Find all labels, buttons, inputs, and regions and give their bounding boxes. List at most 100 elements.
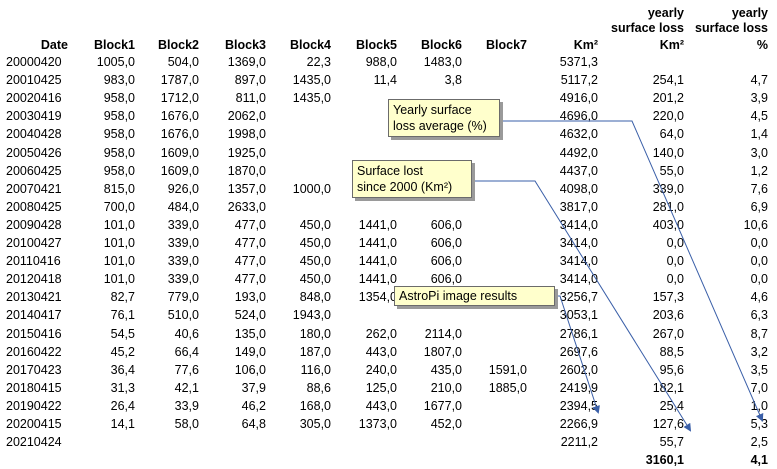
table-cell-r12-c3: 477,0 — [234, 272, 266, 286]
table-cell-r12-c10: 0,0 — [750, 272, 768, 286]
table-cell-r19-c3: 46,2 — [241, 399, 266, 413]
table-cell-r8-c9: 281,0 — [652, 200, 684, 214]
table-cell-r0-c1: 1005,0 — [96, 55, 135, 69]
table-cell-r4-c2: 1676,0 — [160, 127, 199, 141]
table-cell-r19-c5: 443,0 — [365, 399, 397, 413]
table-cell-r5-c3: 1925,0 — [227, 146, 266, 160]
table-cell-r12-c1: 101,0 — [103, 272, 135, 286]
table-cell-r17-c0: 20170423 — [6, 363, 62, 377]
table-cell-r9-c5: 1441,0 — [358, 218, 397, 232]
table-cell-r1-c3: 897,0 — [234, 73, 266, 87]
table-cell-r18-c0: 20180415 — [6, 381, 62, 395]
callout-surface-lost: Surface lost since 2000 (Km²) — [352, 160, 472, 198]
table-cell-r13-c9: 157,3 — [652, 290, 684, 304]
table-cell-r17-c5: 240,0 — [365, 363, 397, 377]
table-cell-r8-c3: 2633,0 — [227, 200, 266, 214]
table-cell-r16-c3: 149,0 — [234, 345, 266, 359]
table-cell-r11-c9: 0,0 — [666, 254, 684, 268]
table-cell-r6-c1: 958,0 — [103, 164, 135, 178]
table-cell-r21-c0: 20210424 — [6, 435, 62, 449]
table-cell-r16-c6: 1807,0 — [423, 345, 462, 359]
table-cell-r10-c2: 339,0 — [167, 236, 199, 250]
header-block7: Block7 — [486, 38, 527, 52]
table-cell-r2-c1: 958,0 — [103, 91, 135, 105]
table-cell-r3-c3: 2062,0 — [227, 109, 266, 123]
table-cell-r10-c3: 477,0 — [234, 236, 266, 250]
table-cell-r15-c1: 54,5 — [110, 327, 135, 341]
table-cell-r15-c4: 180,0 — [299, 327, 331, 341]
table-cell-r15-c0: 20150416 — [6, 327, 62, 341]
table-cell-r17-c9: 95,6 — [659, 363, 684, 377]
table-cell-r0-c5: 988,0 — [365, 55, 397, 69]
table-cell-r19-c4: 168,0 — [299, 399, 331, 413]
table-cell-r5-c1: 958,0 — [103, 146, 135, 160]
table-cell-r0-c4: 22,3 — [306, 55, 331, 69]
table-cell-r20-c8: 2266,9 — [559, 417, 598, 431]
table-cell-r13-c10: 4,6 — [750, 290, 768, 304]
table-cell-r12-c4: 450,0 — [299, 272, 331, 286]
table-cell-r20-c5: 1373,0 — [358, 417, 397, 431]
callout-surface-lost-line1: Surface lost — [357, 164, 424, 178]
table-cell-r15-c3: 135,0 — [234, 327, 266, 341]
arrow-yearly-avg — [500, 120, 764, 422]
table-cell-r10-c10: 0,0 — [750, 236, 768, 250]
callout-yearly-avg-line1: Yearly surface — [393, 103, 472, 117]
table-cell-r2-c9: 201,2 — [652, 91, 684, 105]
table-cell-r15-c6: 2114,0 — [424, 327, 462, 341]
header-yearly_km2: Km² — [659, 38, 684, 52]
table-cell-r16-c0: 20160422 — [6, 345, 62, 359]
table-cell-r21-c8: 2211,2 — [560, 435, 598, 449]
arrow-surface-lost — [472, 180, 692, 432]
table-cell-r0-c2: 504,0 — [167, 55, 199, 69]
table-cell-r5-c9: 140,0 — [652, 146, 684, 160]
table-cell-r14-c10: 6,3 — [750, 308, 768, 322]
table-cell-r7-c2: 926,0 — [167, 182, 199, 196]
table-cell-r17-c8: 2602,0 — [559, 363, 598, 377]
table-cell-r12-c5: 1441,0 — [358, 272, 397, 286]
table-cell-r1-c4: 1435,0 — [292, 73, 331, 87]
table-cell-r0-c6: 1483,0 — [423, 55, 462, 69]
table-cell-r17-c1: 36,4 — [110, 363, 135, 377]
table-cell-r11-c1: 101,0 — [103, 254, 135, 268]
table-cell-r19-c8: 2394,5 — [559, 399, 598, 413]
table-cell-r3-c2: 1676,0 — [160, 109, 199, 123]
header-block4: Block4 — [290, 38, 331, 52]
table-cell-r7-c4: 1000,0 — [292, 182, 331, 196]
table-cell-r9-c8: 3414,0 — [559, 218, 598, 232]
table-cell-r0-c0: 20000420 — [6, 55, 62, 69]
table-cell-r11-c3: 477,0 — [234, 254, 266, 268]
header-date: Date — [40, 38, 68, 52]
table-cell-r9-c1: 101,0 — [103, 218, 135, 232]
table-cell-r19-c9: 25,4 — [659, 399, 684, 413]
table-cell-r7-c0: 20070421 — [6, 182, 62, 196]
table-cell-r7-c1: 815,0 — [103, 182, 135, 196]
table-cell-r12-c9: 0,0 — [666, 272, 684, 286]
table-cell-r3-c8: 4696,0 — [559, 109, 598, 123]
table-cell-r5-c0: 20050426 — [6, 146, 62, 160]
table-cell-r19-c2: 33,9 — [174, 399, 199, 413]
callout-yearly-avg: Yearly surface loss average (%) — [388, 99, 500, 137]
table-cell-r5-c2: 1609,0 — [160, 146, 199, 160]
callout-astropi: AstroPi image results — [394, 286, 555, 306]
table-cell-r14-c8: 3053,1 — [559, 308, 598, 322]
table-cell-r4-c9: 64,0 — [659, 127, 684, 141]
table-cell-r7-c10: 7,6 — [750, 182, 768, 196]
table-cell-r16-c1: 45,2 — [110, 345, 135, 359]
table-cell-r10-c1: 101,0 — [103, 236, 135, 250]
table-cell-r6-c10: 1,2 — [750, 164, 768, 178]
table-cell-r9-c4: 450,0 — [299, 218, 331, 232]
table-cell-r8-c8: 3817,0 — [559, 200, 598, 214]
arrow-astropi — [555, 295, 600, 414]
header-yearly-pct-line1: yearly — [731, 6, 768, 20]
table-cell-r10-c8: 3414,0 — [559, 236, 598, 250]
table-cell-r11-c8: 3414,0 — [559, 254, 598, 268]
table-cell-r8-c0: 20080425 — [6, 200, 62, 214]
table-cell-r0-c3: 1369,0 — [227, 55, 266, 69]
table-cell-r1-c6: 3,8 — [444, 73, 462, 87]
header-km2: Km² — [573, 38, 598, 52]
table-cell-r14-c4: 1943,0 — [292, 308, 331, 322]
table-cell-r10-c5: 1441,0 — [358, 236, 397, 250]
table-cell-r10-c0: 20100427 — [6, 236, 62, 250]
table-cell-r11-c4: 450,0 — [299, 254, 331, 268]
table-cell-r13-c1: 82,7 — [110, 290, 135, 304]
